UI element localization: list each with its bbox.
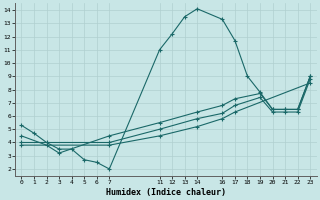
X-axis label: Humidex (Indice chaleur): Humidex (Indice chaleur) — [106, 188, 226, 197]
